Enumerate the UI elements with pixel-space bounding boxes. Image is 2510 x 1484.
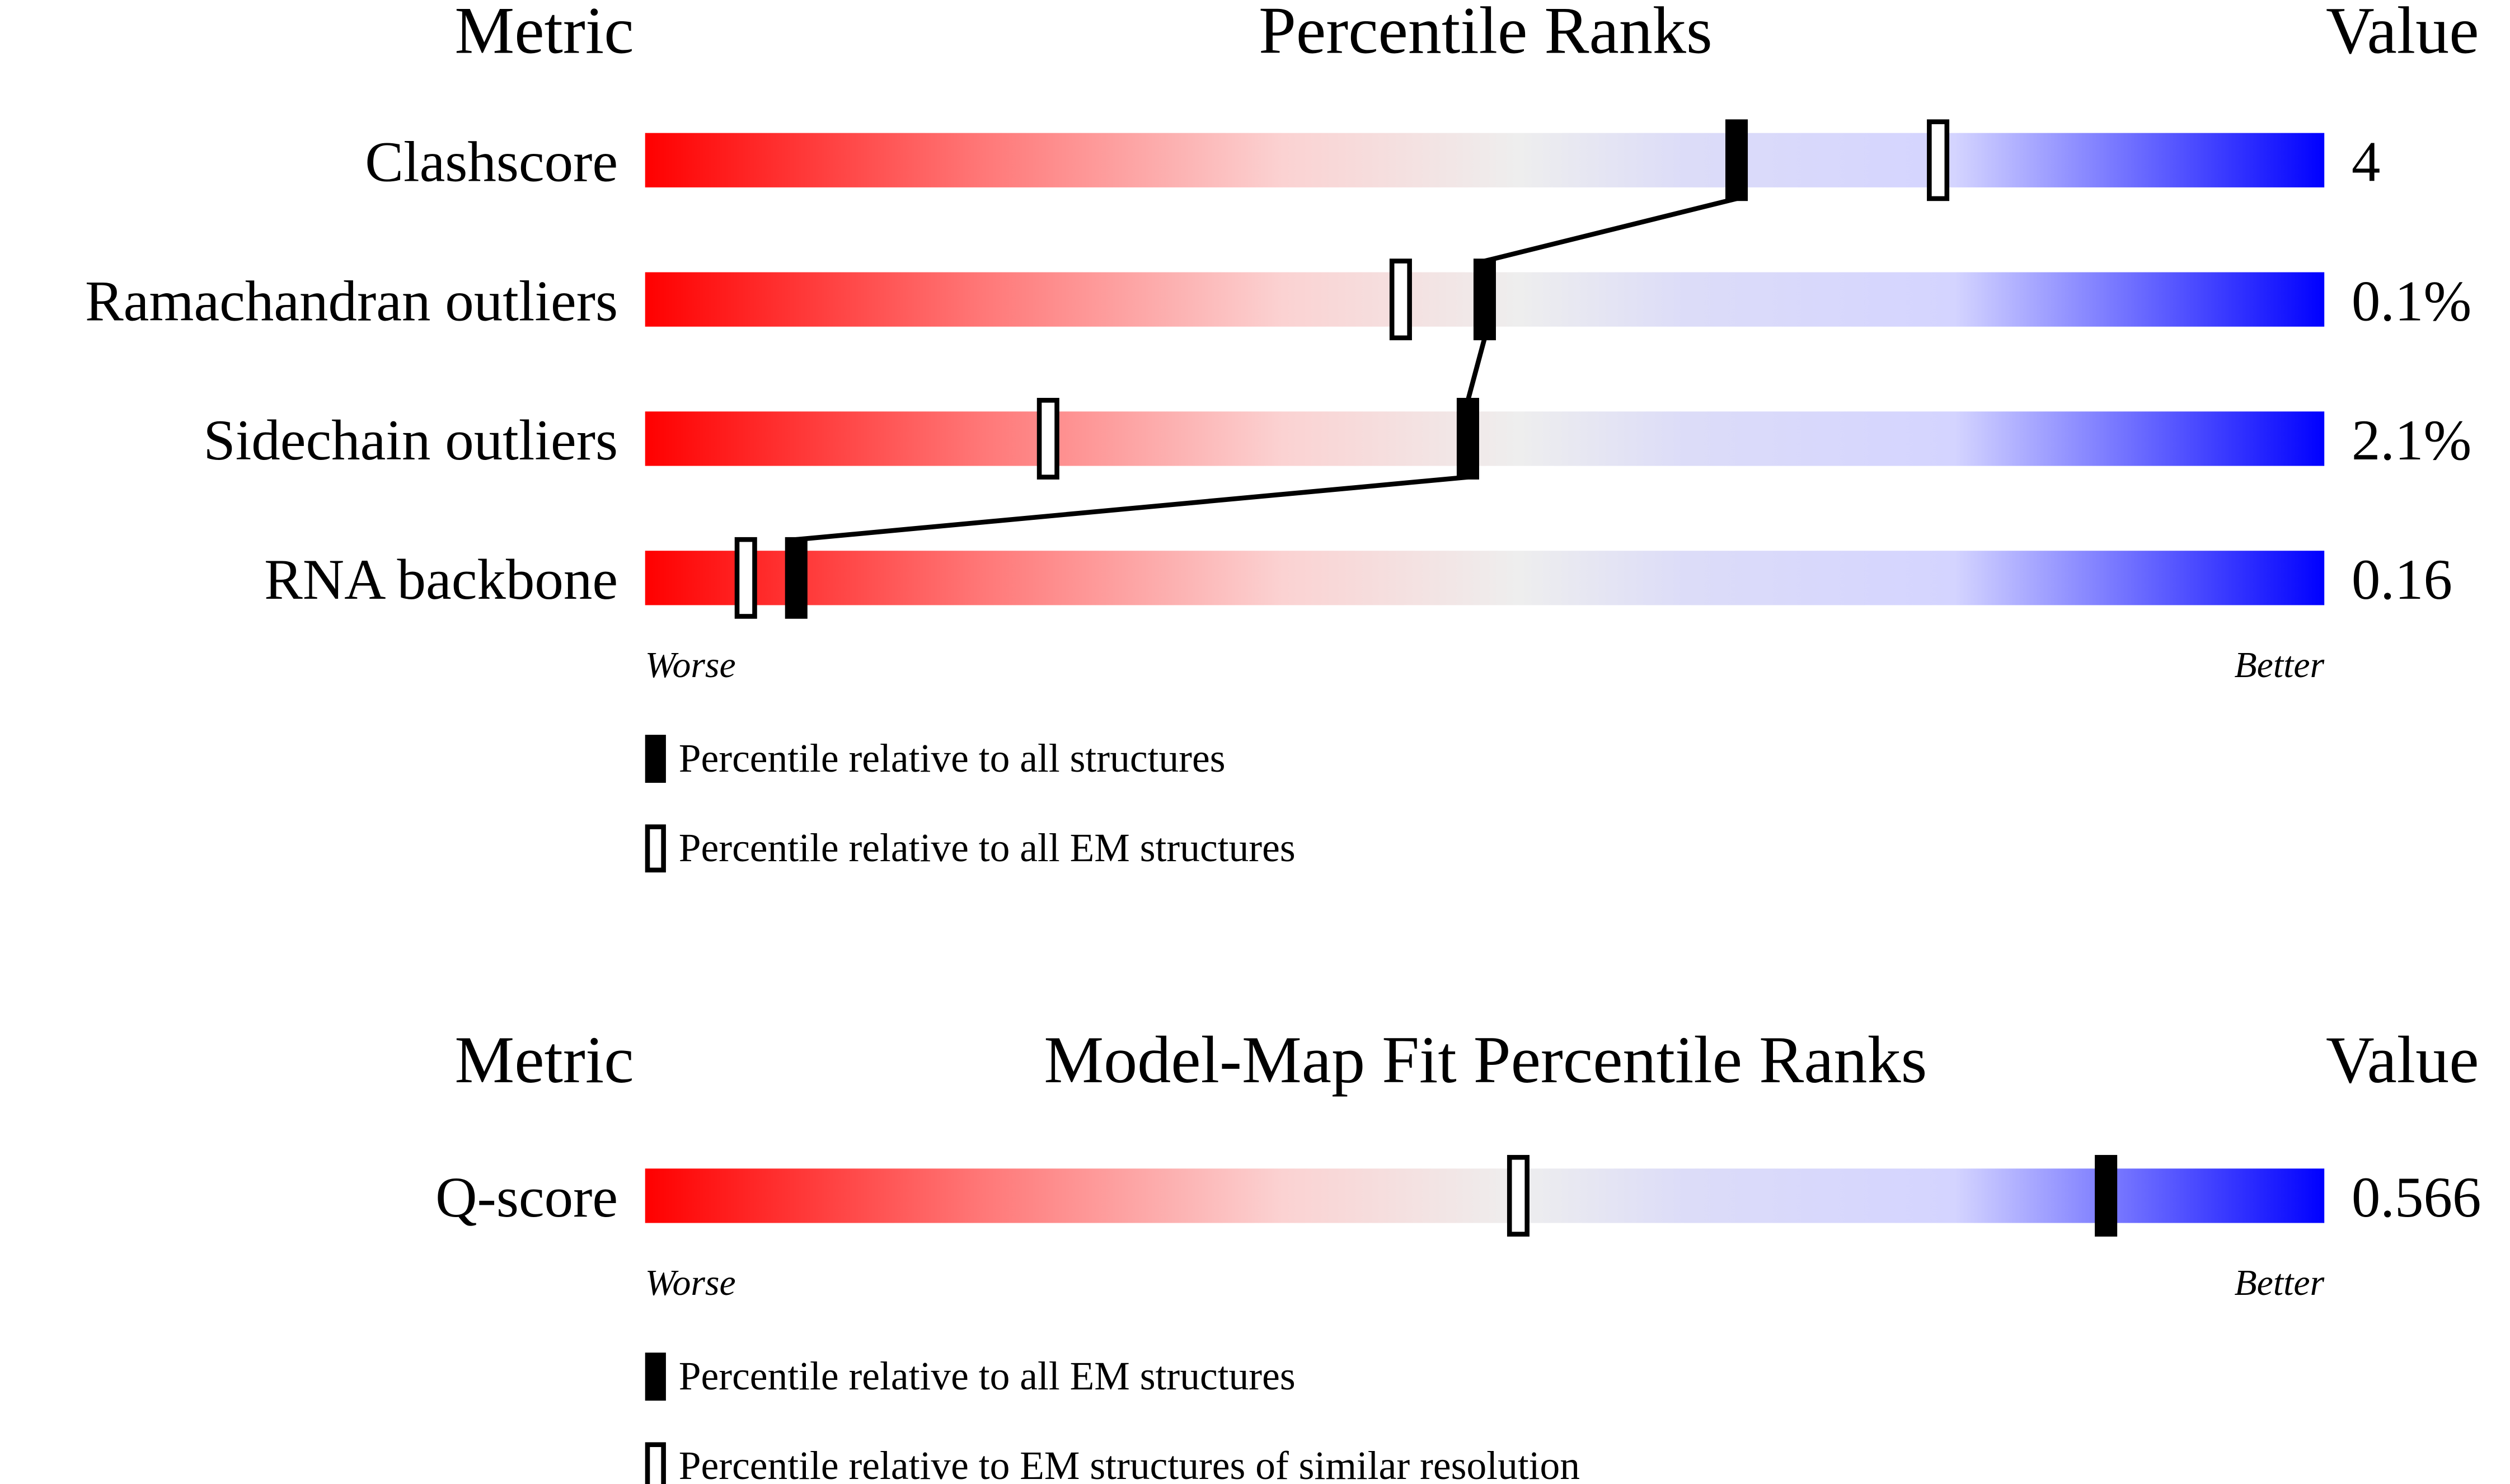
metric-value: 0.1% xyxy=(2352,269,2472,333)
metric-value: 0.566 xyxy=(2352,1166,2481,1229)
percentile-marker xyxy=(1507,1154,1530,1237)
metric-label: RNA backbone xyxy=(264,548,618,612)
better-label: Better xyxy=(2234,645,2324,685)
metric-label: Q-score xyxy=(435,1166,618,1229)
metric-value: 2.1% xyxy=(2352,408,2472,472)
metric-label: Sidechain outliers xyxy=(203,408,618,472)
legend-label: Percentile relative to all structures xyxy=(679,736,1226,781)
connector-line xyxy=(1484,196,1738,264)
metric-header: Metric xyxy=(454,1022,634,1097)
percentile-marker xyxy=(1473,259,1496,341)
worse-label: Worse xyxy=(645,1262,736,1303)
percentile-bar xyxy=(645,133,2325,187)
worse-label: Worse xyxy=(645,645,736,685)
metric-header: Metric xyxy=(454,0,634,68)
legend-swatch xyxy=(645,1442,666,1484)
percentile-marker xyxy=(1456,398,1479,480)
connector-line xyxy=(1465,337,1488,401)
percentile-bar xyxy=(645,411,2325,466)
connector-line xyxy=(796,475,1469,542)
percentile-marker xyxy=(785,537,808,619)
value-header: Value xyxy=(2326,0,2479,68)
percentile-marker xyxy=(1036,398,1059,480)
chart-title: Model-Map Fit Percentile Ranks xyxy=(1044,1022,1927,1097)
legend-swatch xyxy=(645,735,666,783)
metric-value: 4 xyxy=(2352,130,2380,194)
percentile-marker xyxy=(2095,1154,2118,1237)
chart-title: Percentile Ranks xyxy=(1259,0,1713,68)
value-header: Value xyxy=(2326,1022,2479,1097)
percentile-marker xyxy=(1725,119,1748,201)
percentile-bar xyxy=(645,551,2325,605)
legend-swatch xyxy=(645,1352,666,1401)
metric-label: Clashscore xyxy=(365,130,618,194)
better-label: Better xyxy=(2234,1262,2324,1303)
metric-label: Ramachandran outliers xyxy=(85,269,618,333)
metric-value: 0.16 xyxy=(2352,548,2452,612)
percentile-marker xyxy=(1389,259,1412,341)
percentile-marker xyxy=(734,537,757,619)
legend-swatch xyxy=(645,824,666,873)
legend-label: Percentile relative to EM structures of … xyxy=(679,1444,1580,1484)
percentile-marker xyxy=(1927,119,1950,201)
percentile-bar xyxy=(645,1168,2325,1223)
legend-label: Percentile relative to all EM structures xyxy=(679,1354,1296,1398)
legend-label: Percentile relative to all EM structures xyxy=(679,826,1296,870)
